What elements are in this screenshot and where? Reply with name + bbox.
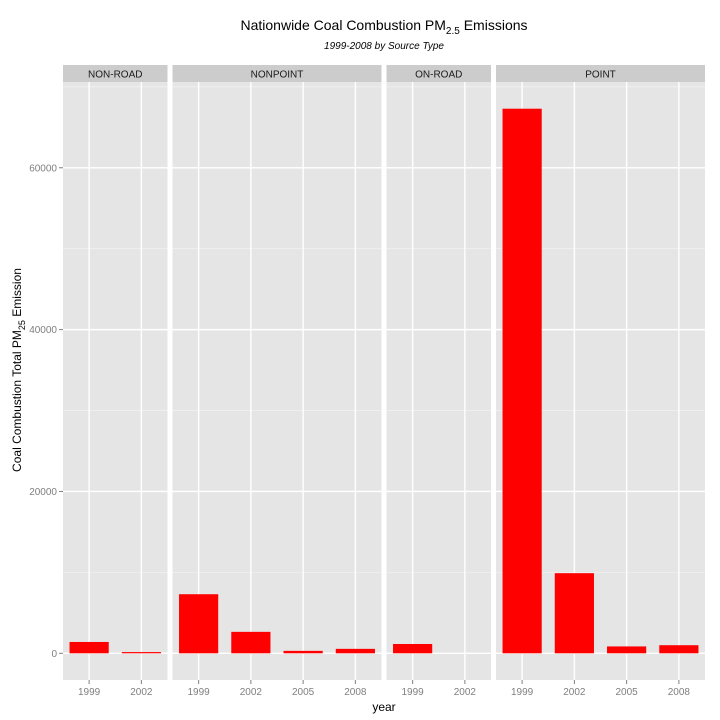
y-axis-title: Coal Combustion Total PM25 Emission [10, 268, 27, 472]
x-tick-label: 1999 [188, 687, 211, 698]
x-axis-title: year [372, 700, 395, 714]
facet-strip [386, 65, 491, 82]
facet-panel-point: POINT 1999 2002 2005 2008 [496, 65, 705, 698]
facet-strip [496, 65, 705, 82]
x-tick-label: 1999 [511, 687, 534, 698]
y-tick-label: 20000 [29, 487, 57, 498]
facet-strip [172, 65, 382, 82]
facet-panel-on-road: ON-ROAD 1999 2002 [386, 65, 491, 698]
panel-background [172, 82, 382, 680]
facet-strip-label: NONPOINT [251, 70, 304, 81]
bar-on-road-1999 [393, 643, 433, 654]
facet-strip-label: NON-ROAD [88, 70, 142, 81]
y-tick-label: 60000 [29, 163, 57, 174]
facet-strip-label: ON-ROAD [415, 70, 462, 81]
x-tick-label: 2002 [563, 687, 586, 698]
chart-title: Nationwide Coal Combustion PM2.5 Emissio… [240, 17, 527, 37]
chart-subtitle: 1999-2008 by Source Type [324, 41, 444, 52]
facet-strip [63, 65, 168, 82]
x-tick-label: 2005 [292, 687, 315, 698]
y-tick-label: 0 [51, 649, 57, 660]
bar-nonpoint-2005 [283, 650, 323, 654]
panel-background [63, 82, 168, 680]
panel-background [386, 82, 491, 680]
x-tick-label: 1999 [78, 687, 101, 698]
facet-panel-nonpoint: NONPOINT 1999 2002 2005 2008 [172, 65, 382, 698]
x-tick-label: 1999 [402, 687, 425, 698]
bar-non-road-2002 [121, 652, 161, 654]
bar-point-2008 [659, 645, 699, 654]
facet-strip-label: POINT [585, 70, 616, 81]
bar-nonpoint-1999 [179, 594, 219, 654]
bar-non-road-1999 [69, 641, 109, 654]
x-tick-label: 2002 [240, 687, 263, 698]
bar-nonpoint-2008 [335, 648, 375, 654]
bar-point-1999 [502, 108, 542, 654]
bar-nonpoint-2002 [231, 631, 271, 654]
y-tick-label: 40000 [29, 325, 57, 336]
x-tick-label: 2002 [130, 687, 153, 698]
facet-panel-non-road: NON-ROAD 1999 2002 [63, 65, 168, 698]
x-tick-label: 2002 [454, 687, 477, 698]
x-tick-label: 2008 [668, 687, 691, 698]
bar-point-2002 [554, 573, 594, 654]
x-tick-label: 2008 [344, 687, 367, 698]
x-tick-label: 2005 [616, 687, 639, 698]
bar-point-2005 [607, 646, 647, 654]
